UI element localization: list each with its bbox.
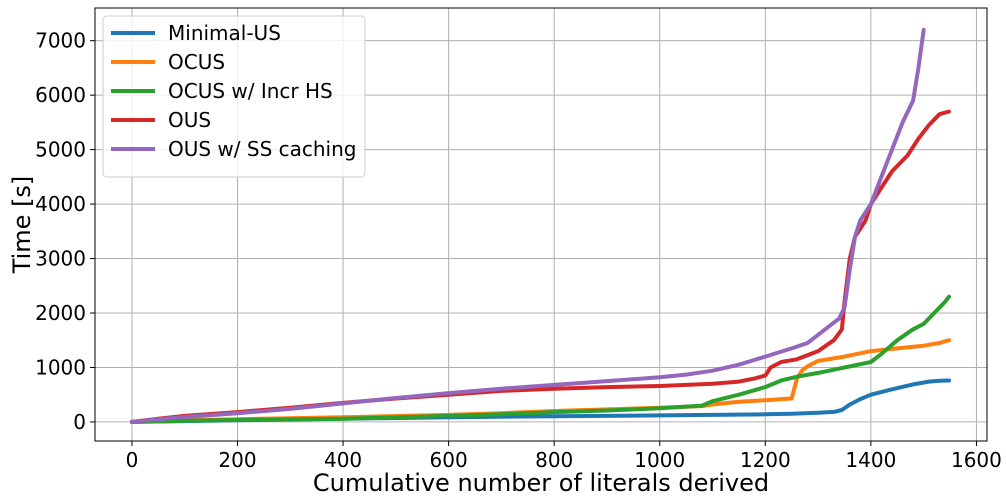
- series-line-3: [129, 294, 951, 424]
- x-axis-ticks: 0 200 400 600 800 1000 1200 1400 1600: [126, 441, 1002, 472]
- y-tick-label: 4000: [35, 192, 86, 216]
- series-line-5: [129, 27, 926, 424]
- y-tick-label: 1000: [35, 355, 86, 379]
- x-axis-title: Cumulative number of literals derived: [313, 469, 769, 497]
- y-axis-title: Time [s]: [8, 176, 36, 275]
- legend-label: Minimal-US: [168, 21, 281, 45]
- x-tick-label: 200: [218, 448, 256, 472]
- x-tick-label: 1200: [740, 448, 791, 472]
- legend-label: OCUS w/ Incr HS: [168, 79, 333, 103]
- legend-label: OUS: [168, 108, 211, 132]
- x-tick-label: 400: [324, 448, 362, 472]
- y-tick-label: 0: [73, 410, 86, 434]
- y-tick-label: 5000: [35, 138, 86, 162]
- legend-label: OUS w/ SS caching: [168, 137, 357, 161]
- y-axis-ticks: 0 1000 2000 3000 4000 5000 6000 7000: [35, 29, 95, 434]
- y-tick-label: 3000: [35, 247, 86, 271]
- x-tick-label: 1000: [634, 448, 685, 472]
- x-tick-label: 0: [126, 448, 139, 472]
- series-lines: [129, 27, 951, 424]
- x-tick-label: 800: [535, 448, 573, 472]
- y-tick-label: 6000: [35, 83, 86, 107]
- plot-frame: [94, 7, 988, 442]
- legend-label: OCUS: [168, 50, 225, 74]
- legend: Minimal-US OCUS OCUS w/ Incr HS OUS OUS w/ S…: [102, 15, 366, 178]
- x-tick-label: 1600: [951, 448, 1002, 472]
- y-tick-label: 7000: [35, 29, 86, 53]
- legend-box: [102, 15, 366, 178]
- y-tick-label: 2000: [35, 301, 86, 325]
- x-tick-label: 600: [430, 448, 468, 472]
- x-tick-label: 1400: [845, 448, 896, 472]
